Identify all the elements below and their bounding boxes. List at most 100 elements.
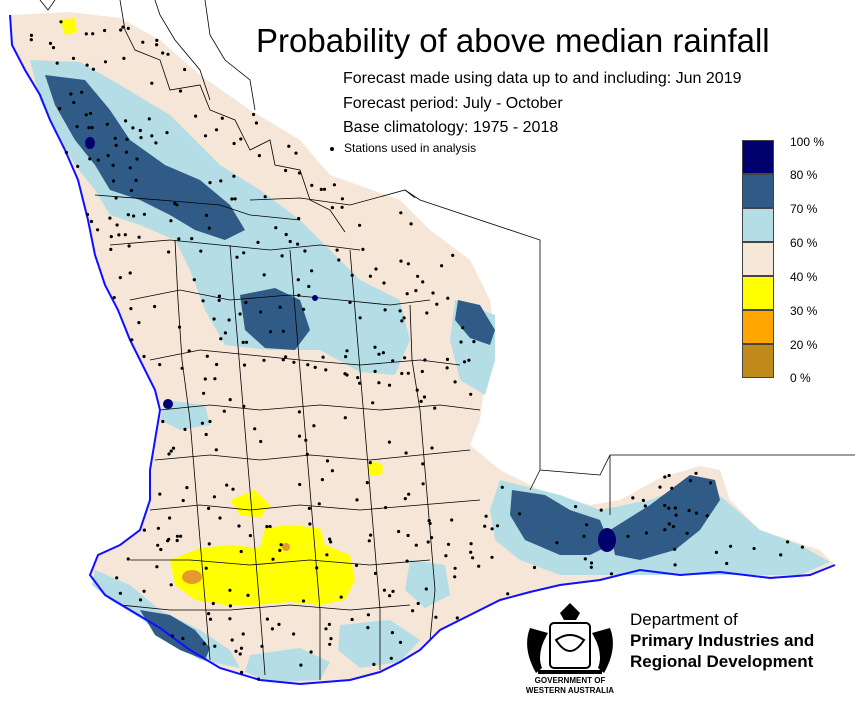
station-dot [320,478,324,482]
station-dot [158,492,162,496]
station-dot [403,497,407,501]
station-dot [108,216,112,220]
forecast-period-line: Forecast period: July - October [343,95,563,112]
station-dot [122,56,126,61]
station-dot [358,223,362,227]
station-dot [158,363,162,367]
station-dot [368,274,372,278]
station-dot [329,540,333,544]
station-dot [296,242,300,246]
station-dot [69,92,73,96]
station-dot [166,52,170,56]
station-dot [340,205,344,209]
zones-30 [182,543,290,584]
station-dot [58,107,62,111]
station-dot [113,136,117,140]
station-dot [213,377,217,381]
station-dot [202,391,206,395]
legend-swatch-20 [742,344,774,378]
station-dot [477,564,481,568]
station-dot [663,475,667,479]
station-dot [372,662,376,667]
station-dot [169,583,173,587]
station-dot [217,298,221,302]
station-dot [214,128,219,132]
station-dot [307,284,311,289]
map-title: Probability of above median rainfall [256,22,770,59]
station-dot [325,553,329,557]
station-dot [303,249,307,253]
station-dot [663,528,667,532]
station-dot [87,126,91,130]
station-dot [332,183,336,187]
station-dot [358,316,362,320]
legend-label-70: 70 % [790,202,818,216]
base-climatology-line: Base climatology: 1975 - 2018 [343,119,559,136]
station-dot [256,677,261,681]
coastline [9,14,836,686]
station-dot [84,32,88,36]
station-dot [29,38,33,42]
station-dot [426,540,430,544]
station-dot [471,556,475,560]
station-dot [599,508,603,512]
station-dot [430,446,434,450]
station-dot [235,255,239,259]
station-dot [455,616,459,620]
station-dot [402,316,406,320]
station-dot [297,216,301,221]
station-dot [752,546,756,551]
station-dot [231,487,235,491]
station-dot [484,514,488,518]
station-dot [208,181,212,185]
station-dot [254,121,258,125]
station-dot [204,432,208,437]
station-dot [201,299,205,303]
station-dot [154,141,158,145]
station-dot [213,644,217,648]
station-dot [238,652,242,656]
station-dot [421,482,425,486]
station-dot [155,38,159,43]
station-dot [434,615,438,619]
government-line-1: GOVERNMENT OF [534,676,606,685]
station-dot [212,495,216,499]
station-dot [156,526,160,530]
station-dot [495,524,500,528]
station-dot [348,300,352,304]
station-dot [589,561,594,565]
station-dot [161,51,165,55]
station-dot [694,511,699,515]
station-dot [382,588,386,592]
station-dot [670,486,674,490]
station-dot [111,163,115,167]
station-dot [383,308,387,312]
station-dot [268,330,273,334]
station-dot [190,237,194,241]
station-dot [161,419,165,424]
station-dot [170,634,174,638]
station-dot [244,300,248,305]
station-dot [167,250,171,254]
station-dot [308,522,312,526]
station-dot [237,524,241,528]
station-dot [310,183,314,187]
station-dot [674,513,678,517]
station-dot [217,294,221,298]
station-dot [278,548,282,553]
station-dot [371,401,375,405]
station-dot [407,492,411,496]
legend-swatch-80 [742,174,774,208]
station-dot [129,188,133,193]
station-dot [673,547,677,551]
station-dot [322,187,327,191]
station-dot [445,357,450,361]
station-dot [425,311,429,315]
station-dot [253,427,257,431]
station-dot [626,534,630,539]
station-dot [150,81,154,85]
station-dot [200,421,204,425]
station-dot [381,351,385,355]
station-dot [555,541,559,545]
station-dot [187,349,191,353]
